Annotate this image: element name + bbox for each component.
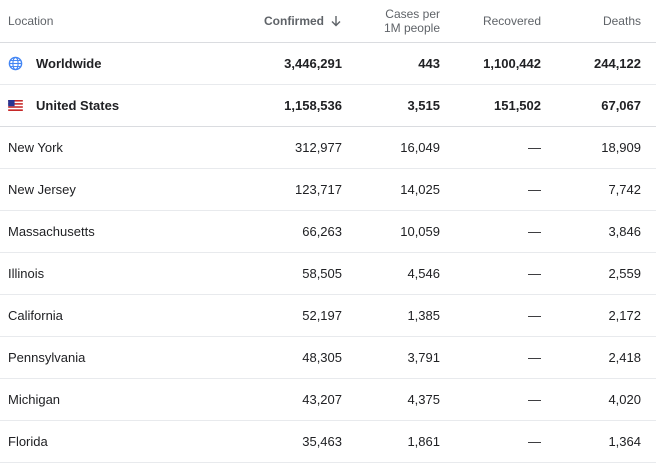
table-header: Location Confirmed Cases per 1M people R… [0,0,656,43]
column-header-recovered[interactable]: Recovered [482,14,541,28]
cases-per-million-value: 14,025 [400,182,440,197]
recovered-value: — [528,392,541,407]
us-flag-icon [8,100,23,111]
location-name: Florida [8,434,48,449]
deaths-value: 2,418 [608,350,641,365]
confirmed-value: 35,463 [302,434,342,449]
cases-per-million-value: 1,861 [407,434,440,449]
cases-per-million-value: 1,385 [407,308,440,323]
location-name: Illinois [8,266,45,281]
cases-per-million-value: 16,049 [400,140,440,155]
recovered-value: — [528,182,541,197]
recovered-value: 151,502 [494,98,541,113]
confirmed-value: 66,263 [302,224,342,239]
state-rows: New York 312,977 16,049 — 18,909 New Jer… [0,127,656,463]
location-name: New York [8,140,63,155]
row-location-cell: Worldwide [0,56,250,71]
cases-per-million-value: 3,791 [407,350,440,365]
recovered-value: — [528,350,541,365]
column-header-confirmed[interactable]: Confirmed [250,14,342,28]
cases-per-million-value: 3,515 [407,98,440,113]
table-row[interactable]: Pennsylvania 48,305 3,791 — 2,418 [0,337,656,379]
table-row[interactable]: Illinois 58,505 4,546 — 2,559 [0,253,656,295]
recovered-value: — [528,308,541,323]
row-location-cell: United States [0,98,250,113]
deaths-value: 1,364 [608,434,641,449]
globe-icon [8,56,23,71]
recovered-value: 1,100,442 [483,56,541,71]
table-row[interactable]: New Jersey 123,717 14,025 — 7,742 [0,169,656,211]
confirmed-value: 52,197 [302,308,342,323]
table-row[interactable]: Massachusetts 66,263 10,059 — 3,846 [0,211,656,253]
sort-down-arrow-icon [331,16,341,27]
column-header-cases-per-million[interactable]: Cases per 1M people [342,7,440,35]
confirmed-value: 3,446,291 [284,56,342,71]
location-name: Massachusetts [8,224,95,239]
table-row-worldwide[interactable]: Worldwide 3,446,291 443 1,100,442 244,12… [0,43,656,85]
recovered-value: — [528,140,541,155]
cases-per-million-value: 4,375 [407,392,440,407]
table-row[interactable]: Florida 35,463 1,861 — 1,364 [0,421,656,463]
location-name: New Jersey [8,182,76,197]
confirmed-value: 1,158,536 [284,98,342,113]
confirmed-value: 43,207 [302,392,342,407]
cases-per-million-value: 443 [418,56,440,71]
deaths-value: 2,172 [608,308,641,323]
location-name: Michigan [8,392,61,407]
column-header-confirmed-label: Confirmed [264,14,324,28]
table-row[interactable]: Michigan 43,207 4,375 — 4,020 [0,379,656,421]
confirmed-value: 58,505 [302,266,342,281]
confirmed-value: 123,717 [295,182,342,197]
deaths-value: 244,122 [594,56,641,71]
cases-per-million-value: 10,059 [400,224,440,239]
column-header-deaths[interactable]: Deaths [602,14,641,28]
recovered-value: — [528,434,541,449]
column-header-cases-line2: 1M people [383,21,440,35]
column-header-location[interactable]: Location [8,14,54,28]
column-header-cases-line1: Cases per [385,7,440,21]
deaths-value: 4,020 [608,392,641,407]
deaths-value: 3,846 [608,224,641,239]
confirmed-value: 312,977 [295,140,342,155]
location-name: California [8,308,63,323]
cases-per-million-value: 4,546 [407,266,440,281]
deaths-value: 67,067 [601,98,641,113]
location-name: Pennsylvania [8,350,86,365]
table-row[interactable]: New York 312,977 16,049 — 18,909 [0,127,656,169]
deaths-value: 7,742 [608,182,641,197]
confirmed-value: 48,305 [302,350,342,365]
recovered-value: — [528,266,541,281]
table-row-united-states[interactable]: United States 1,158,536 3,515 151,502 67… [0,85,656,127]
deaths-value: 18,909 [601,140,641,155]
location-name: Worldwide [36,56,102,71]
location-name: United States [36,98,120,113]
recovered-value: — [528,224,541,239]
table-row[interactable]: California 52,197 1,385 — 2,172 [0,295,656,337]
deaths-value: 2,559 [608,266,641,281]
